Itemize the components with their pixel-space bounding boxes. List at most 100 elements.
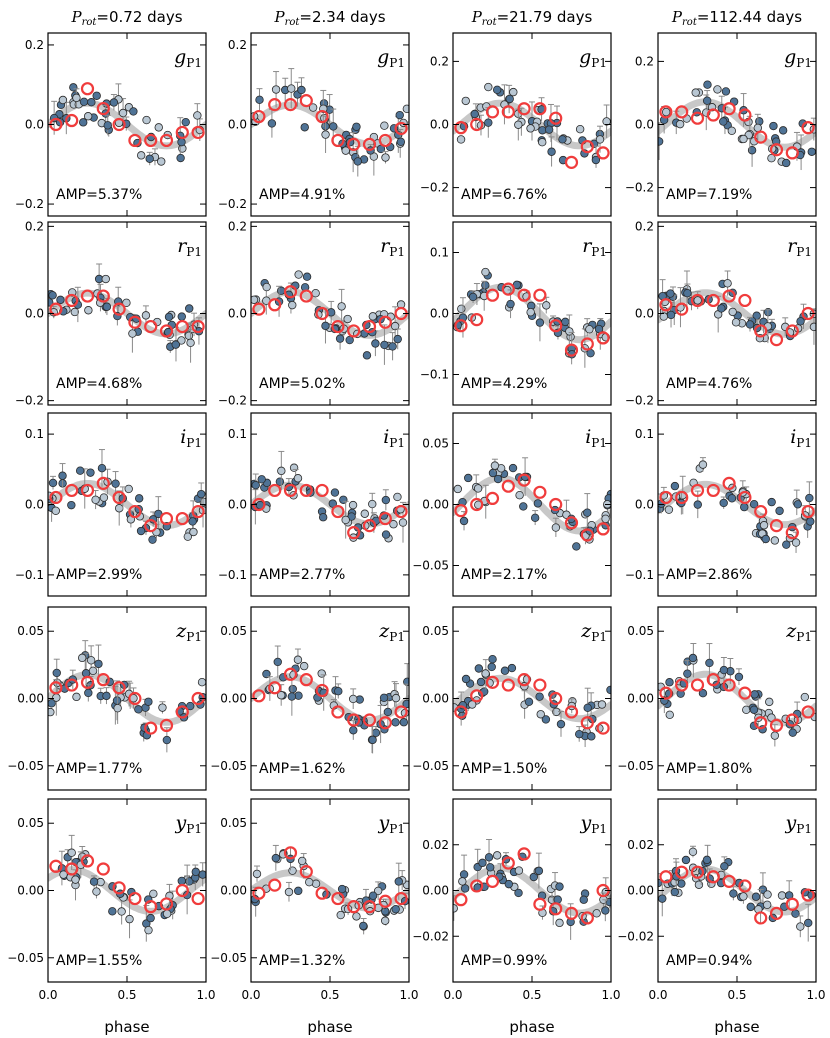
binned-point <box>175 705 189 719</box>
binned-point <box>49 490 63 505</box>
amplitude-label: AMP=2.77% <box>259 567 345 583</box>
observation-point <box>381 153 390 162</box>
observation-point <box>91 495 100 504</box>
observation-point <box>128 329 137 338</box>
binned-point <box>268 98 282 112</box>
observation-point <box>583 703 592 712</box>
observation-point <box>505 94 514 104</box>
observation-point <box>536 710 545 719</box>
observation-point <box>796 922 805 931</box>
binned-point <box>485 675 500 689</box>
binned-point <box>283 846 298 860</box>
binned-point <box>283 285 298 299</box>
observation-point <box>58 471 67 480</box>
binned-point <box>485 105 500 119</box>
binned-point <box>347 324 361 338</box>
binned-point <box>49 681 63 695</box>
binned-point <box>738 108 752 122</box>
binned-point <box>549 111 563 125</box>
amplitude-label: AMP=1.32% <box>259 953 345 969</box>
observation-point <box>698 460 708 469</box>
observation-point <box>109 98 119 107</box>
binned-point <box>65 113 79 128</box>
binned-point <box>378 894 392 908</box>
observation-point <box>101 274 110 284</box>
binned-point <box>80 82 95 96</box>
observation-point <box>456 135 466 144</box>
y-tick-label: −0.2 <box>625 181 654 195</box>
observation-point <box>555 918 564 928</box>
observation-point <box>579 895 588 904</box>
y-tick-label: 0.0 <box>228 307 247 321</box>
observation-point <box>658 137 664 146</box>
observation-point <box>535 692 544 701</box>
band-label: gP1 <box>377 46 405 70</box>
binned-point <box>454 121 468 135</box>
binned-point <box>96 862 110 876</box>
observation-point <box>544 125 554 134</box>
observation-point <box>77 653 87 663</box>
amplitude-label: AMP=1.50% <box>461 761 547 777</box>
column-title: Prot=112.44 days <box>671 8 802 28</box>
binned-point <box>722 874 736 888</box>
observation-point <box>751 892 761 901</box>
observation-point <box>761 534 770 544</box>
observation-point <box>664 505 674 514</box>
observation-point <box>56 295 65 305</box>
binned-point <box>315 683 329 698</box>
panel-i-col1: −0.1 0.0 0.1 iP1 AMP=2.99% <box>15 412 207 597</box>
observation-point <box>476 677 486 687</box>
binned-point <box>706 293 720 308</box>
band-label: yP1 <box>378 812 405 836</box>
observation-point <box>739 892 748 901</box>
y-tick-label: −0.2 <box>218 197 247 211</box>
observation-point <box>189 527 198 537</box>
binned-point <box>252 109 266 124</box>
binned-point <box>517 847 531 861</box>
column-title: Prot=21.79 days <box>471 8 593 28</box>
y-tick-label: −0.2 <box>15 197 44 211</box>
binned-point <box>362 519 377 533</box>
band-label: zP1 <box>785 620 812 644</box>
observation-point <box>765 697 774 707</box>
observation-point <box>136 526 146 536</box>
binned-point <box>564 516 579 530</box>
y-tick-label: 0.0 <box>430 118 449 132</box>
observation-point <box>746 902 755 912</box>
observation-point <box>681 855 691 865</box>
binned-point <box>191 319 205 334</box>
observation-point <box>86 656 96 665</box>
observation-point <box>360 509 369 518</box>
observation-point <box>661 107 671 117</box>
observation-point <box>297 856 307 866</box>
observation-point <box>288 866 297 875</box>
binned-point <box>659 105 673 119</box>
observation-point <box>289 463 299 472</box>
observation-point <box>164 312 174 322</box>
band-label: iP1 <box>585 426 607 450</box>
binned-point <box>501 856 515 870</box>
y-tick-label: −0.05 <box>7 951 44 965</box>
binned-point <box>65 483 79 498</box>
binned-point <box>378 511 392 526</box>
observation-point <box>177 876 186 886</box>
binned-point <box>347 137 361 151</box>
binned-point <box>533 678 547 692</box>
amplitude-label: AMP=1.80% <box>666 761 752 777</box>
observation-point <box>177 336 186 345</box>
observation-point <box>533 499 543 508</box>
binned-point <box>144 519 158 533</box>
y-tick-label: 0.00 <box>220 884 247 898</box>
observation-point <box>526 307 535 317</box>
observation-point <box>541 715 551 724</box>
observation-point <box>691 88 700 97</box>
binned-point <box>299 673 313 687</box>
binned-point <box>454 705 468 719</box>
observation-point <box>478 858 487 868</box>
observation-point <box>92 91 101 100</box>
binned-point <box>191 504 205 519</box>
x-tick-label: 1.0 <box>806 988 825 1002</box>
binned-point <box>80 854 95 868</box>
observation-point <box>58 95 68 105</box>
observation-point <box>267 119 277 128</box>
